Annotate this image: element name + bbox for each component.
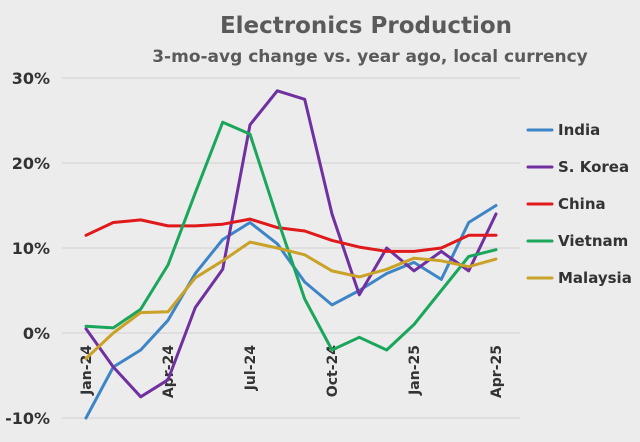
y-tick-label: 10% [12, 239, 50, 258]
series-line-china [84, 217, 498, 253]
x-tick-label: Jul-24 [243, 345, 259, 392]
grid [62, 77, 520, 419]
legend-label: China [558, 195, 606, 213]
legend-label: Vietnam [558, 232, 628, 250]
y-tick-label: -10% [5, 409, 50, 428]
y-tick-label: 30% [12, 69, 50, 88]
legend-item-vietnam: Vietnam [526, 232, 628, 250]
legend-item-s-korea: S. Korea [526, 158, 629, 176]
legend-label: India [558, 121, 600, 139]
chart-subtitle: 3-mo-avg change vs. year ago, local curr… [152, 47, 588, 67]
x-tick-label: Jan-24 [79, 345, 95, 396]
plot-area [84, 89, 498, 420]
legend: India S. Korea China Vietnam Malaysia [526, 121, 632, 287]
y-tick-label: 20% [12, 154, 50, 173]
x-tick-label: Jan-25 [407, 345, 423, 396]
series-line-vietnam [84, 120, 498, 352]
chart-title: Electronics Production [220, 13, 512, 39]
series-line-malaysia [84, 240, 498, 360]
y-axis: -10% 0% 10% 20% 30% [5, 69, 50, 428]
legend-item-malaysia: Malaysia [526, 269, 632, 287]
legend-label: Malaysia [558, 269, 632, 287]
x-axis: Jan-24 Apr-24 Jul-24 Oct-24 Jan-25 Apr-25 [79, 345, 505, 398]
x-tick-label: Oct-24 [325, 345, 341, 397]
y-tick-label: 0% [23, 324, 50, 343]
legend-label: S. Korea [558, 158, 629, 176]
x-tick-label: Apr-25 [489, 345, 505, 398]
x-tick-label: Apr-24 [161, 345, 177, 398]
legend-item-india: India [526, 121, 600, 139]
legend-item-china: China [526, 195, 606, 213]
series-line-s-korea [84, 89, 498, 399]
